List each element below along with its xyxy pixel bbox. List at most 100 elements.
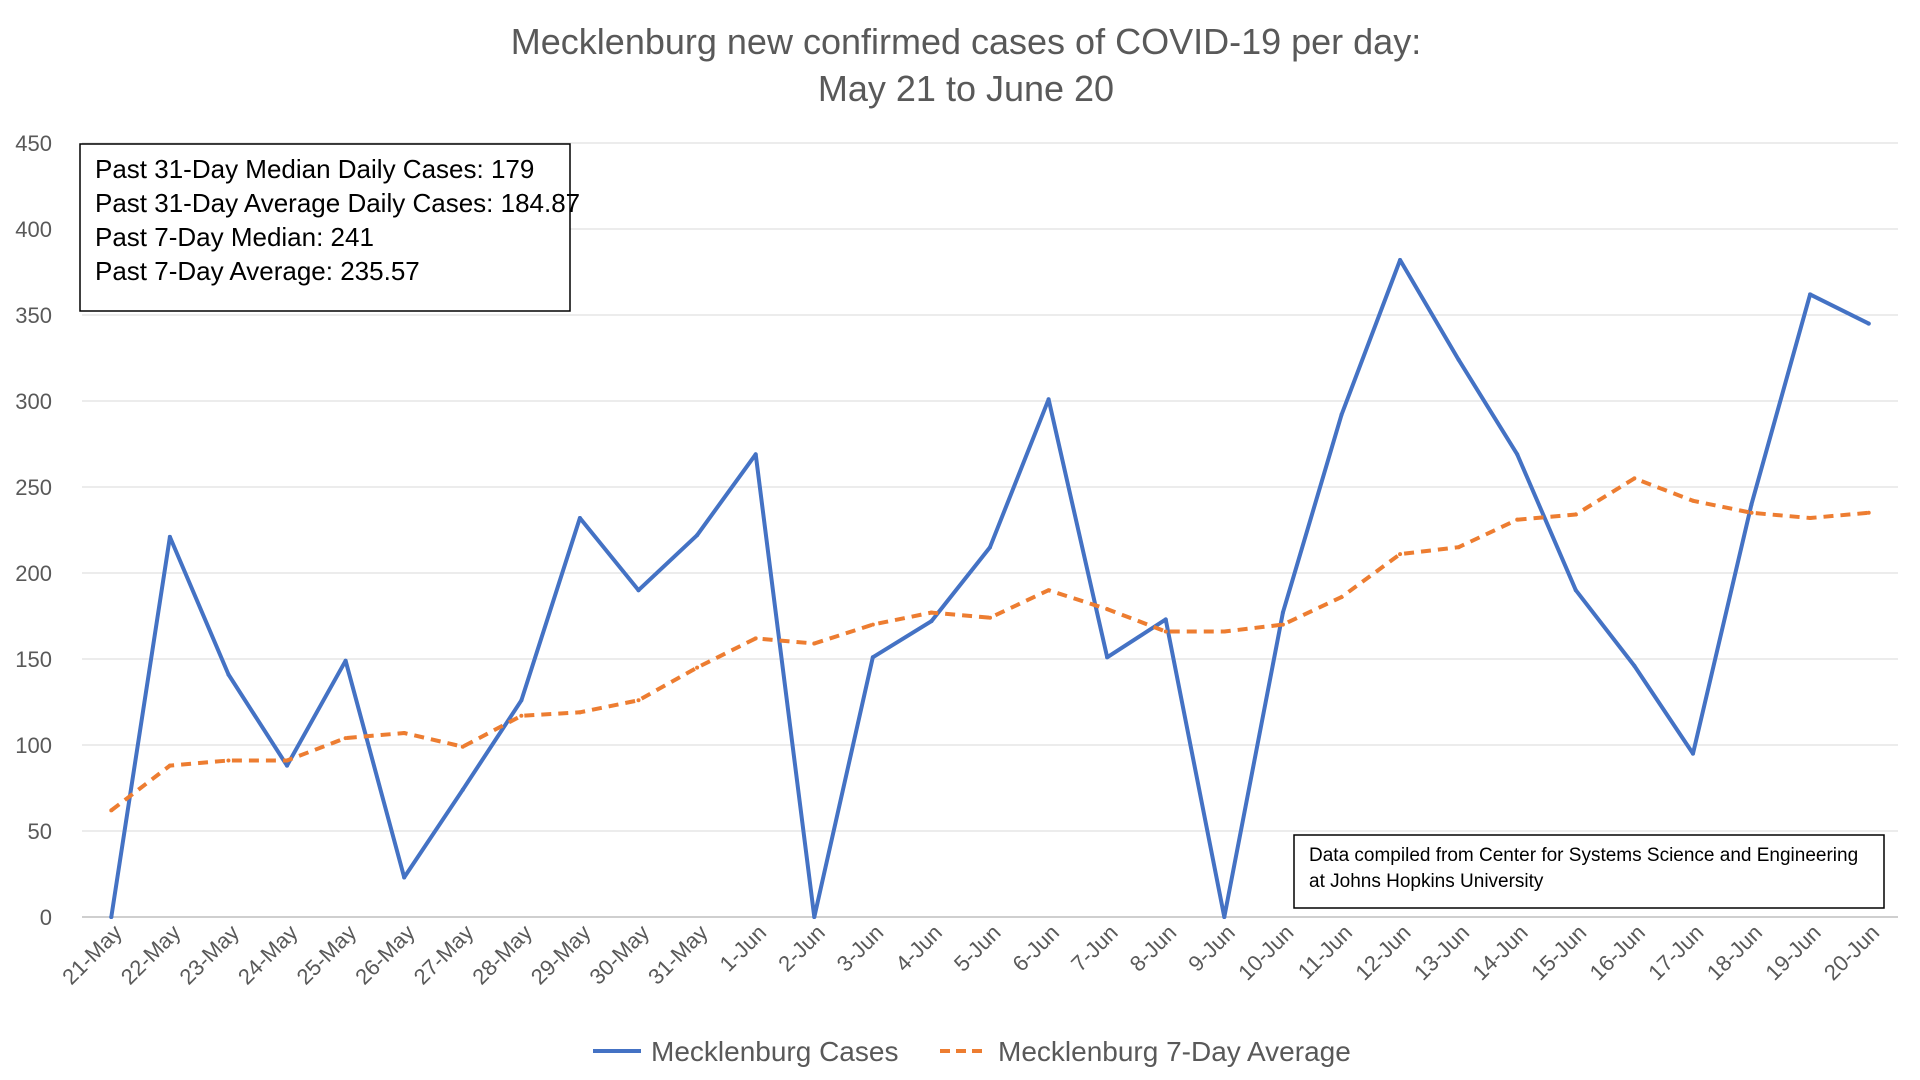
data-point (695, 533, 700, 538)
stats-line-31day-median: Past 31-Day Median Daily Cases: 179 (95, 154, 534, 184)
data-point (109, 915, 114, 919)
x-tick-label: 7-Jun (1066, 920, 1123, 977)
data-point (870, 622, 875, 627)
data-point (812, 641, 817, 646)
data-point (285, 758, 290, 763)
x-tick-label: 26-May (350, 920, 420, 990)
x-tick-label: 21-May (57, 920, 127, 990)
x-tick-label: 3-Jun (832, 920, 889, 977)
chart-title: Mecklenburg new confirmed cases of COVID… (511, 21, 1421, 62)
data-point (1866, 510, 1871, 515)
y-tick-label: 450 (15, 131, 52, 156)
y-tick-label: 100 (15, 733, 52, 758)
x-tick-label: 27-May (409, 920, 479, 990)
x-axis-ticks: 21-May22-May23-May24-May25-May26-May27-M… (57, 920, 1884, 990)
data-point (1339, 412, 1344, 417)
data-point (1749, 502, 1754, 507)
data-point (1456, 357, 1461, 362)
data-point (1339, 595, 1344, 600)
data-point (226, 758, 231, 763)
y-tick-label: 150 (15, 647, 52, 672)
data-point (402, 875, 407, 880)
data-point (519, 713, 524, 718)
stats-line-7day-median: Past 7-Day Median: 241 (95, 222, 374, 252)
x-tick-label: 31-May (643, 920, 713, 990)
data-point (929, 619, 934, 624)
data-point (753, 452, 758, 457)
gridlines (82, 142, 1898, 918)
x-tick-label: 12-Jun (1350, 920, 1415, 985)
data-point (1515, 517, 1520, 522)
data-point (870, 655, 875, 660)
y-tick-label: 350 (15, 303, 52, 328)
data-point (460, 744, 465, 749)
x-tick-label: 20-Jun (1819, 920, 1884, 985)
stats-box-border (79, 143, 571, 312)
legend-label-7day-average: Mecklenburg 7-Day Average (998, 1036, 1351, 1067)
x-tick-label: 16-Jun (1585, 920, 1650, 985)
data-point (343, 658, 348, 663)
x-tick-label: 29-May (526, 920, 596, 990)
x-tick-label: 10-Jun (1233, 920, 1298, 985)
data-point (226, 672, 231, 677)
data-point (636, 588, 641, 593)
data-point (1749, 510, 1754, 515)
x-tick-label: 6-Jun (1008, 920, 1065, 977)
source-box: Data compiled from Center for Systems Sc… (1293, 834, 1885, 909)
data-point (753, 636, 758, 641)
series-line (109, 258, 1871, 919)
x-tick-label: 11-Jun (1293, 920, 1357, 984)
x-tick-label: 8-Jun (1125, 920, 1182, 977)
y-tick-label: 50 (28, 819, 52, 844)
x-tick-label: 30-May (585, 920, 655, 990)
x-tick-label: 17-Jun (1643, 920, 1708, 985)
data-point (1222, 629, 1227, 634)
y-tick-label: 250 (15, 475, 52, 500)
x-tick-label: 18-Jun (1702, 920, 1767, 985)
data-point (577, 515, 582, 520)
data-point (636, 698, 641, 703)
x-tick-label: 4-Jun (890, 920, 947, 977)
x-tick-label: 13-Jun (1409, 920, 1474, 985)
data-point (929, 610, 934, 615)
data-point (1398, 257, 1403, 262)
x-tick-label: 14-Jun (1468, 920, 1533, 985)
data-point (1046, 397, 1051, 402)
x-tick-label: 19-Jun (1760, 920, 1825, 985)
x-tick-label: 2-Jun (773, 920, 830, 977)
x-tick-label: 1-Jun (715, 920, 772, 977)
stats-line-31day-average: Past 31-Day Average Daily Cases: 184.87 (95, 188, 580, 218)
stats-box: Past 31-Day Median Daily Cases: 179 Past… (79, 143, 580, 312)
source-line-1: Data compiled from Center for Systems Sc… (1309, 845, 1858, 866)
y-tick-label: 0 (40, 905, 52, 930)
data-point (1222, 915, 1227, 919)
y-tick-label: 400 (15, 217, 52, 242)
data-point (1690, 751, 1695, 756)
x-tick-label: 9-Jun (1183, 920, 1240, 977)
data-point (402, 730, 407, 735)
x-tick-label: 28-May (467, 920, 537, 990)
data-point (988, 545, 992, 550)
data-point (1280, 622, 1285, 627)
data-point (577, 710, 582, 715)
legend: Mecklenburg Cases Mecklenburg 7-Day Aver… (593, 1036, 1351, 1067)
data-point (1280, 610, 1285, 615)
source-line-2: at Johns Hopkins University (1309, 871, 1544, 892)
data-point (167, 534, 172, 539)
data-point (167, 763, 172, 768)
data-point (1866, 321, 1871, 326)
data-point (1163, 629, 1168, 634)
data-point (343, 736, 348, 741)
x-tick-label: 24-May (233, 920, 303, 990)
data-point (519, 698, 524, 703)
stats-line-7day-average: Past 7-Day Average: 235.57 (95, 256, 420, 286)
x-tick-label: 25-May (292, 920, 362, 990)
data-point (1105, 655, 1110, 660)
data-point (1515, 452, 1520, 457)
data-point (1398, 552, 1403, 557)
y-tick-label: 200 (15, 561, 52, 586)
data-point (460, 787, 465, 792)
data-point (812, 915, 817, 919)
